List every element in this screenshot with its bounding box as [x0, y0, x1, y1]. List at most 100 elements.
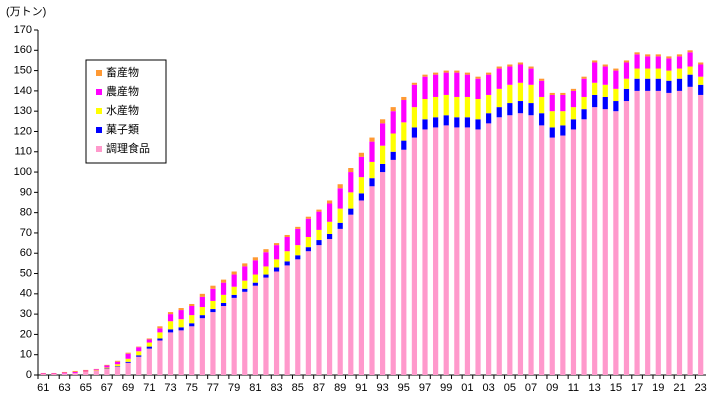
bar-segment — [433, 97, 438, 117]
bar-segment — [560, 93, 565, 95]
bar-segment — [465, 97, 470, 117]
y-tick-label: 30 — [20, 308, 32, 320]
bar-segment — [528, 103, 533, 115]
bar-segment — [369, 162, 374, 178]
bar-segment — [115, 367, 120, 375]
bar-segment — [666, 71, 671, 81]
bar-segment — [104, 369, 109, 375]
bar-segment — [338, 209, 343, 223]
bar-segment — [157, 338, 162, 340]
bar-segment — [179, 327, 184, 330]
bar-segment — [274, 272, 279, 376]
x-tick-label: 01 — [461, 382, 473, 394]
bar-segment — [412, 83, 417, 85]
bar-segment — [528, 85, 533, 103]
bar-segment — [221, 280, 226, 283]
bar-segment — [645, 91, 650, 375]
bar-segment — [380, 119, 385, 123]
bar-segment — [581, 119, 586, 375]
bar-segment — [253, 286, 258, 375]
bar-segment — [274, 259, 279, 267]
bar-segment — [295, 255, 300, 259]
legend-swatch — [96, 146, 102, 152]
bar-segment — [94, 369, 99, 370]
bar-segment — [412, 127, 417, 137]
bar-segment — [433, 75, 438, 97]
bar-segment — [444, 95, 449, 115]
bar-segment — [232, 287, 237, 295]
bar-segment — [518, 113, 523, 375]
bar-segment — [560, 136, 565, 375]
bar-segment — [136, 351, 141, 355]
x-tick-label: 17 — [631, 382, 643, 394]
y-tick-label: 130 — [14, 105, 32, 117]
bar-segment — [571, 89, 576, 91]
bar-segment — [698, 95, 703, 375]
bar-segment — [550, 95, 555, 111]
x-tick-label: 85 — [292, 382, 304, 394]
x-tick-label: 05 — [504, 382, 516, 394]
bar-segment — [656, 54, 661, 56]
bar-segment — [242, 266, 247, 280]
bar-segment — [645, 54, 650, 56]
bar-segment — [380, 172, 385, 375]
x-tick-label: 83 — [270, 382, 282, 394]
x-tick-label: 97 — [419, 382, 431, 394]
bar-segment — [221, 283, 226, 295]
bar-segment — [560, 125, 565, 135]
bar-segment — [422, 129, 427, 375]
bar-segment — [656, 69, 661, 79]
legend-swatch — [96, 108, 102, 114]
bar-segment — [136, 347, 141, 348]
bar-segment — [327, 200, 332, 203]
bar-segment — [242, 263, 247, 266]
bar-segment — [634, 54, 639, 68]
bar-segment — [645, 79, 650, 91]
bar-segment — [221, 306, 226, 375]
bar-segment — [242, 281, 247, 289]
bar-segment — [592, 60, 597, 62]
bar-segment — [253, 283, 258, 286]
y-tick-label: 90 — [20, 186, 32, 198]
bar-segment — [475, 129, 480, 375]
bar-segment — [274, 245, 279, 259]
bar-segment — [157, 341, 162, 376]
bar-segment — [518, 62, 523, 64]
bar-segment — [486, 75, 491, 95]
bar-segment — [157, 332, 162, 338]
bar-segment — [306, 247, 311, 251]
bar-segment — [189, 323, 194, 326]
x-tick-label: 77 — [207, 382, 219, 394]
bar-segment — [263, 252, 268, 266]
x-tick-label: 19 — [652, 382, 664, 394]
bar-segment — [295, 227, 300, 229]
bar-segment — [507, 115, 512, 375]
bar-segment — [454, 127, 459, 375]
bar-segment — [126, 354, 131, 359]
bar-segment — [200, 315, 205, 318]
bar-segment — [242, 292, 247, 375]
x-tick-label: 75 — [186, 382, 198, 394]
bar-segment — [115, 366, 120, 367]
bar-segment — [475, 99, 480, 119]
bar-segment — [677, 91, 682, 375]
bar-segment — [242, 289, 247, 292]
bar-segment — [179, 310, 184, 319]
bar-segment — [581, 97, 586, 109]
bar-segment — [94, 371, 99, 375]
y-tick-label: 10 — [20, 349, 32, 361]
bar-segment — [380, 164, 385, 172]
bar-segment — [316, 240, 321, 245]
bar-segment — [624, 62, 629, 78]
bar-segment — [422, 75, 427, 77]
bar-segment — [200, 294, 205, 297]
bar-segment — [157, 326, 162, 328]
bar-segment — [592, 83, 597, 95]
bar-segment — [232, 272, 237, 275]
bar-segment — [104, 365, 109, 366]
bar-segment — [51, 373, 56, 374]
bar-segment — [698, 77, 703, 85]
bar-segment — [369, 142, 374, 162]
bar-segment — [391, 134, 396, 152]
bar-segment — [51, 374, 56, 375]
